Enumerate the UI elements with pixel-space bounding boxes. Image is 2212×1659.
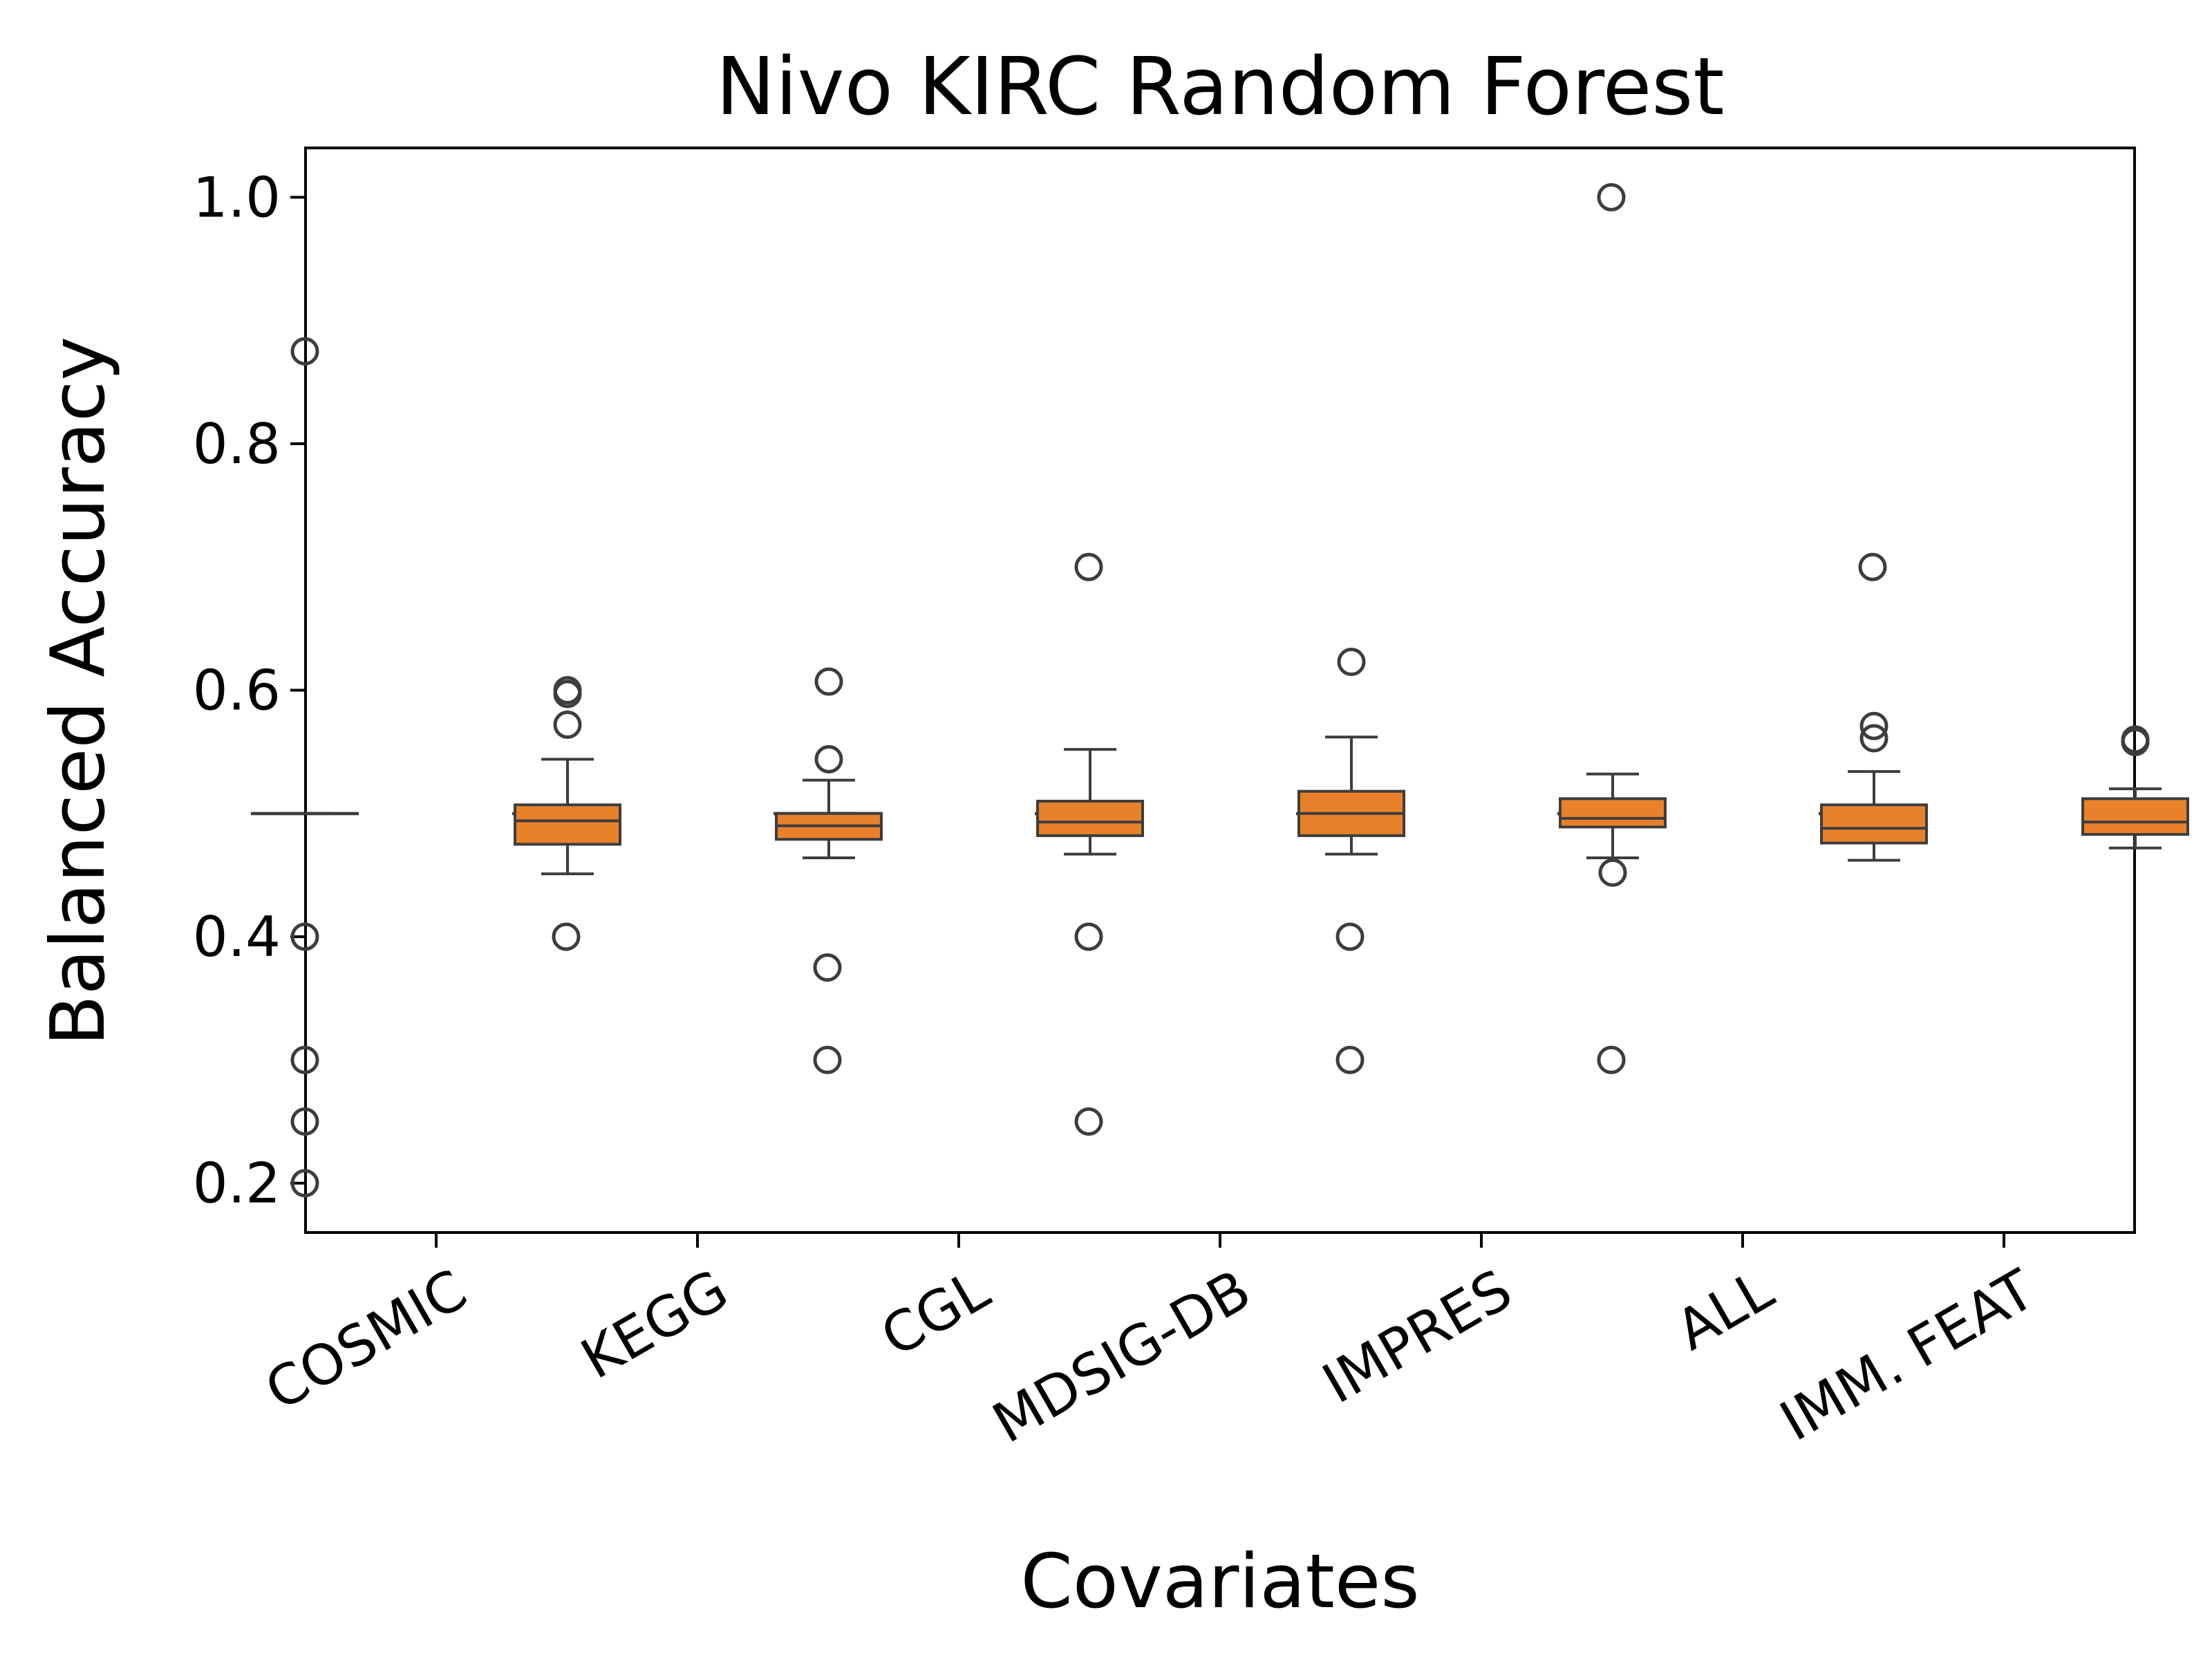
y-tick-label: 0.2 [193, 1152, 281, 1216]
y-tick-label: 0.4 [193, 905, 281, 969]
outlier-point [1074, 922, 1103, 951]
x-tick-label: CGL [870, 1257, 1000, 1369]
box-iqr [2081, 797, 2189, 836]
y-axis-label: Balanced Accuracy [35, 337, 122, 1047]
x-tick-label: COSMIC [255, 1257, 478, 1423]
y-tick-label: 1.0 [193, 165, 281, 229]
outlier-point [1598, 858, 1627, 887]
box-orange [514, 676, 621, 876]
outlier-point [1859, 724, 1888, 753]
x-axis-label: Covariates [1020, 1539, 1419, 1625]
box-collapsed [251, 337, 359, 1198]
outlier-point [1858, 552, 1887, 581]
outlier-point [290, 922, 319, 951]
outlier-point [1074, 1107, 1103, 1136]
chart-title: Nivo KIRC Random Forest [716, 41, 1725, 133]
outlier-point [1859, 711, 1888, 740]
box-iqr [1036, 799, 1144, 837]
y-tick-label: 0.6 [193, 659, 281, 723]
box-orange [1820, 711, 1928, 862]
outlier-point [1074, 552, 1103, 581]
box-orange [1559, 772, 1667, 887]
outlier-point [553, 710, 582, 739]
outlier-point [290, 1107, 319, 1136]
outlier-point [1597, 182, 1626, 212]
x-tick-label: IMM. FEAT [1770, 1257, 2045, 1453]
box-orange [2081, 725, 2189, 850]
x-tick-label: ALL [1665, 1257, 1783, 1363]
outlier-point [2121, 727, 2150, 756]
outlier-point [813, 1045, 842, 1074]
outlier-point [1335, 922, 1365, 951]
outlier-point [813, 953, 842, 982]
outlier-point [290, 337, 319, 366]
box-orange [775, 667, 883, 859]
box-orange [1297, 647, 1405, 856]
outlier-point [553, 679, 582, 709]
outlier-point [814, 744, 843, 774]
box-orange [1036, 748, 1144, 856]
outlier-point [290, 1045, 319, 1074]
box-iqr [1559, 797, 1667, 829]
outlier-point [1597, 1045, 1626, 1074]
x-tick-label: MDSIG-DB [982, 1257, 1262, 1456]
outlier-point [1335, 1045, 1365, 1074]
x-tick-label: IMPRES [1312, 1257, 1522, 1416]
outlier-point [552, 922, 581, 951]
outlier-point [290, 1169, 319, 1198]
box-iqr [514, 803, 621, 846]
outlier-point [1337, 647, 1366, 676]
outlier-point [814, 667, 843, 696]
y-tick-label: 0.8 [193, 412, 281, 476]
box-collapsed [1557, 182, 1665, 1074]
box-iqr [1820, 803, 1928, 845]
x-tick-label: KEGG [570, 1257, 738, 1391]
